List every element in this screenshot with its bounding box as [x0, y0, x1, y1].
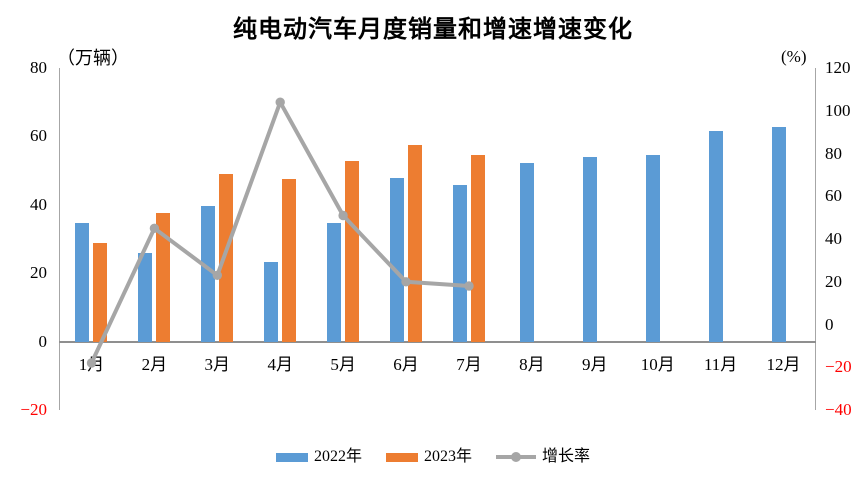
right-axis-tick-label: −20 [825, 357, 852, 377]
legend-item-growth-rate: 增长率 [496, 447, 590, 467]
bar-2022年-3月 [201, 206, 216, 342]
left-axis-line [59, 68, 60, 410]
x-tick-label: 6月 [393, 355, 419, 374]
bar-2023年-6月 [408, 144, 423, 342]
left-axis-tick-label: 80 [30, 58, 47, 77]
right-axis-tick-label: 80 [825, 143, 842, 163]
bar-2023年-7月 [470, 155, 485, 342]
x-tick-label: 12月 [766, 355, 801, 374]
legend-item-2023: 2023年 [385, 447, 472, 467]
chart-title: 纯电动汽车月度销量和增速增速变化 [233, 17, 633, 43]
x-tick-label: 1月 [78, 355, 105, 374]
x-axis-line [59, 340, 816, 343]
x-tick-label: 10月 [640, 355, 675, 374]
bar-2023年-2月 [156, 212, 171, 342]
right-axis-tick-label: 0 [825, 314, 834, 334]
right-axis-tick-label: 100 [825, 100, 851, 120]
legend-line-marker-icon [511, 452, 521, 462]
x-tick-label: 4月 [267, 355, 293, 374]
right-axis-tick-label: −40 [825, 400, 852, 419]
bar-2022年-2月 [138, 253, 153, 342]
bar-2022年-12月 [771, 126, 786, 342]
x-tick-label: 2月 [141, 355, 168, 374]
right-axis-tick-label: 20 [825, 271, 842, 291]
legend-item-2022: 2022年 [275, 447, 362, 467]
bar-2023年-4月 [282, 179, 297, 342]
bar-2022年-11月 [708, 130, 723, 342]
bar-2022年-4月 [264, 261, 279, 342]
legend-label-growth-rate: 增长率 [542, 448, 591, 465]
left-axis-tick-label: 0 [38, 331, 48, 351]
left-axis-unit-label: （万辆） [57, 48, 129, 68]
x-tick-label: 9月 [582, 355, 608, 374]
x-tick-label: 3月 [204, 355, 231, 374]
x-tick-label: 8月 [519, 355, 545, 374]
bar-2022年-10月 [645, 154, 660, 342]
right-axis-tick-label: 120 [825, 58, 851, 77]
legend-label-2022: 2022年 [313, 448, 362, 465]
legend-line-sample [496, 452, 536, 463]
growth-rate-marker [275, 97, 285, 107]
left-axis-tick-label: 20 [30, 263, 47, 283]
right-axis-unit-label: (%) [781, 47, 807, 66]
right-axis-tick-label: 60 [825, 186, 842, 206]
left-axis-tick-label: 40 [30, 194, 47, 214]
bar-2022年-9月 [582, 156, 597, 342]
left-axis-tick-label: −20 [20, 400, 47, 419]
bar-2023年-5月 [345, 161, 360, 342]
left-axis-tick-label: 60 [30, 126, 47, 146]
x-tick-label: 11月 [703, 355, 738, 374]
legend-label-2023: 2023年 [423, 448, 472, 465]
bar-2022年-5月 [327, 222, 342, 342]
bar-2022年-8月 [519, 162, 534, 342]
bar-2022年-1月 [75, 223, 90, 342]
bar-2022年-6月 [390, 177, 405, 342]
x-tick-label: 7月 [456, 355, 482, 374]
bar-2023年-1月 [93, 243, 108, 342]
right-axis-tick-label: 40 [825, 229, 842, 248]
legend-swatch-2023 [385, 452, 418, 462]
x-tick-label: 5月 [330, 355, 356, 374]
bar-2022年-7月 [452, 184, 467, 342]
legend-swatch-2022 [275, 452, 308, 462]
right-axis-line [815, 68, 816, 410]
bar-2023年-3月 [219, 174, 234, 342]
legend: 2022年 2023年 增长率 [0, 447, 866, 467]
